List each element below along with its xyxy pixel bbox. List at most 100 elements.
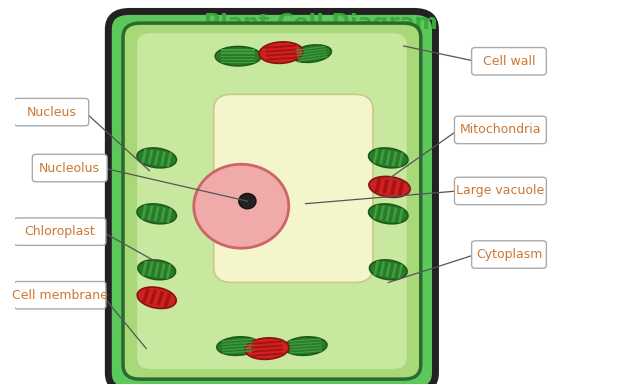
Text: Mitochondria: Mitochondria bbox=[460, 123, 541, 137]
Ellipse shape bbox=[138, 260, 176, 280]
Ellipse shape bbox=[369, 260, 407, 280]
Ellipse shape bbox=[292, 45, 331, 62]
FancyBboxPatch shape bbox=[137, 33, 407, 369]
FancyArrow shape bbox=[382, 179, 389, 194]
FancyBboxPatch shape bbox=[472, 241, 546, 268]
FancyArrow shape bbox=[398, 264, 403, 279]
FancyBboxPatch shape bbox=[14, 98, 89, 126]
Ellipse shape bbox=[137, 148, 176, 168]
FancyArrow shape bbox=[373, 149, 379, 163]
FancyArrow shape bbox=[166, 264, 171, 279]
FancyArrow shape bbox=[375, 178, 381, 192]
FancyArrow shape bbox=[222, 344, 255, 348]
FancyBboxPatch shape bbox=[472, 48, 546, 75]
FancyBboxPatch shape bbox=[108, 12, 435, 387]
Ellipse shape bbox=[259, 42, 303, 63]
FancyBboxPatch shape bbox=[32, 154, 107, 182]
FancyArrow shape bbox=[147, 205, 153, 220]
Text: Cell membrane: Cell membrane bbox=[12, 289, 108, 302]
FancyArrow shape bbox=[141, 149, 147, 163]
Ellipse shape bbox=[245, 338, 289, 360]
Text: Cytoplasm: Cytoplasm bbox=[476, 248, 542, 261]
FancyArrow shape bbox=[379, 150, 385, 164]
FancyArrow shape bbox=[221, 52, 255, 54]
FancyArrow shape bbox=[386, 207, 391, 221]
Ellipse shape bbox=[369, 148, 408, 168]
FancyBboxPatch shape bbox=[123, 23, 421, 379]
FancyArrow shape bbox=[251, 341, 282, 345]
FancyArrow shape bbox=[289, 341, 321, 345]
FancyArrow shape bbox=[166, 208, 172, 223]
FancyArrow shape bbox=[166, 152, 172, 167]
FancyArrow shape bbox=[379, 262, 385, 276]
FancyArrow shape bbox=[222, 347, 255, 351]
FancyArrow shape bbox=[164, 293, 171, 307]
Text: Cell wall: Cell wall bbox=[483, 55, 536, 68]
FancyArrow shape bbox=[295, 46, 326, 51]
FancyArrow shape bbox=[252, 353, 283, 357]
FancyArrow shape bbox=[297, 53, 327, 59]
FancyArrow shape bbox=[266, 53, 297, 57]
Text: Nucleus: Nucleus bbox=[26, 106, 76, 119]
FancyArrow shape bbox=[221, 55, 255, 57]
Ellipse shape bbox=[239, 194, 256, 209]
FancyArrow shape bbox=[297, 51, 326, 57]
FancyArrow shape bbox=[160, 263, 166, 278]
FancyArrow shape bbox=[223, 350, 255, 354]
FancyArrow shape bbox=[386, 151, 391, 165]
Ellipse shape bbox=[284, 337, 327, 355]
FancyArrow shape bbox=[252, 349, 283, 353]
FancyArrow shape bbox=[160, 151, 166, 166]
Ellipse shape bbox=[194, 164, 289, 248]
Text: Nucleolus: Nucleolus bbox=[39, 161, 100, 175]
FancyArrow shape bbox=[290, 344, 322, 348]
FancyArrow shape bbox=[373, 205, 379, 219]
FancyArrow shape bbox=[221, 62, 255, 63]
Ellipse shape bbox=[369, 176, 410, 197]
FancyArrow shape bbox=[392, 207, 398, 222]
FancyArrow shape bbox=[398, 152, 404, 167]
FancyArrow shape bbox=[298, 56, 328, 62]
FancyArrow shape bbox=[148, 262, 154, 276]
FancyBboxPatch shape bbox=[454, 177, 546, 205]
FancyBboxPatch shape bbox=[214, 94, 373, 283]
FancyBboxPatch shape bbox=[14, 218, 106, 245]
FancyArrow shape bbox=[391, 263, 397, 278]
Ellipse shape bbox=[217, 337, 260, 355]
FancyArrow shape bbox=[142, 261, 147, 276]
FancyArrow shape bbox=[154, 207, 159, 221]
FancyArrow shape bbox=[266, 57, 297, 61]
FancyArrow shape bbox=[289, 339, 321, 342]
FancyArrow shape bbox=[160, 207, 166, 222]
FancyArrow shape bbox=[222, 339, 254, 342]
FancyBboxPatch shape bbox=[14, 281, 106, 309]
FancyArrow shape bbox=[142, 288, 150, 303]
FancyArrow shape bbox=[147, 150, 153, 164]
FancyArrow shape bbox=[386, 262, 391, 277]
FancyArrow shape bbox=[392, 151, 398, 166]
FancyArrow shape bbox=[398, 181, 404, 196]
Text: Chloroplast: Chloroplast bbox=[25, 225, 95, 238]
FancyArrow shape bbox=[154, 151, 159, 165]
Ellipse shape bbox=[215, 46, 261, 66]
FancyArrow shape bbox=[296, 48, 326, 54]
Text: Plant Cell Diagram: Plant Cell Diagram bbox=[204, 13, 438, 33]
FancyArrow shape bbox=[379, 205, 385, 220]
FancyArrow shape bbox=[156, 291, 164, 306]
FancyArrow shape bbox=[390, 180, 397, 195]
FancyArrow shape bbox=[398, 208, 404, 223]
FancyArrow shape bbox=[141, 205, 147, 219]
Ellipse shape bbox=[137, 287, 176, 308]
FancyArrow shape bbox=[290, 347, 322, 351]
FancyArrow shape bbox=[290, 350, 323, 354]
FancyArrow shape bbox=[374, 261, 379, 276]
Ellipse shape bbox=[137, 204, 176, 224]
Ellipse shape bbox=[369, 204, 408, 224]
FancyArrow shape bbox=[265, 45, 296, 49]
FancyArrow shape bbox=[265, 48, 296, 53]
FancyArrow shape bbox=[149, 290, 157, 304]
Text: Large vacuole: Large vacuole bbox=[456, 185, 544, 197]
FancyArrow shape bbox=[221, 58, 255, 60]
FancyArrow shape bbox=[222, 341, 254, 345]
FancyArrow shape bbox=[221, 49, 255, 51]
